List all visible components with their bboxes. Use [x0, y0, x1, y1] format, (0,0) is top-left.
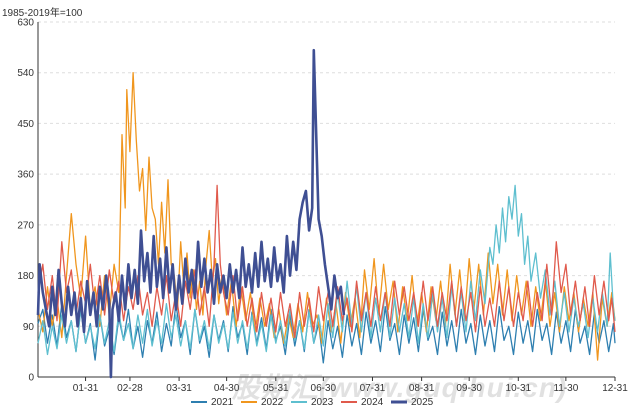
- x-tick-label: 07-31: [360, 383, 386, 394]
- y-tick-label: 450: [17, 119, 34, 130]
- x-tick-label: 10-31: [506, 383, 532, 394]
- series-line-2025: [36, 48, 346, 379]
- legend-item-2025[interactable]: 2025: [391, 397, 434, 408]
- x-tick-label: 05-31: [263, 383, 289, 394]
- x-tick-label: 12-31: [602, 383, 628, 394]
- y-tick-label: 0: [28, 373, 34, 384]
- legend[interactable]: 2021 2022 2023 2024 2025: [191, 397, 434, 408]
- grid-lines: [38, 21, 615, 327]
- x-tick-label: 02-28: [117, 383, 143, 394]
- legend-label: 2023: [311, 397, 334, 408]
- legend-item-2023[interactable]: 2023: [291, 397, 334, 408]
- y-tick-label: 360: [17, 170, 34, 181]
- legend-item-2021[interactable]: 2021: [191, 397, 234, 408]
- y-tick-label: 270: [17, 220, 34, 231]
- x-tick-label: 08-31: [409, 383, 435, 394]
- y-tick-label: 180: [17, 271, 34, 282]
- x-tick-label: 03-31: [166, 383, 192, 394]
- legend-label: 2024: [361, 397, 384, 408]
- x-tick-label: 01-31: [73, 383, 99, 394]
- y-tick-label: 540: [17, 68, 34, 79]
- legend-item-2024[interactable]: 2024: [341, 397, 384, 408]
- series-line-2024: [37, 184, 616, 339]
- legend-label: 2022: [261, 397, 284, 408]
- x-tick-label: 04-30: [214, 383, 240, 394]
- legend-item-2022[interactable]: 2022: [241, 397, 284, 408]
- axes: 0 90 180 270 360 450 540 630 01-31 02-28 03-31 04-3…: [17, 18, 628, 395]
- x-tick-label: 06-30: [311, 383, 337, 394]
- legend-label: 2021: [211, 397, 234, 408]
- y-tick-label: 90: [23, 322, 35, 333]
- x-tick-label: 11-30: [553, 383, 578, 394]
- series-line-2023: [37, 184, 616, 356]
- legend-label: 2025: [411, 397, 434, 408]
- y-tick-label: 630: [17, 18, 34, 29]
- series-lines: [36, 48, 616, 379]
- x-tick-label: 09-30: [456, 383, 482, 394]
- y-axis-unit-label: 1985-2019年=100: [2, 8, 83, 19]
